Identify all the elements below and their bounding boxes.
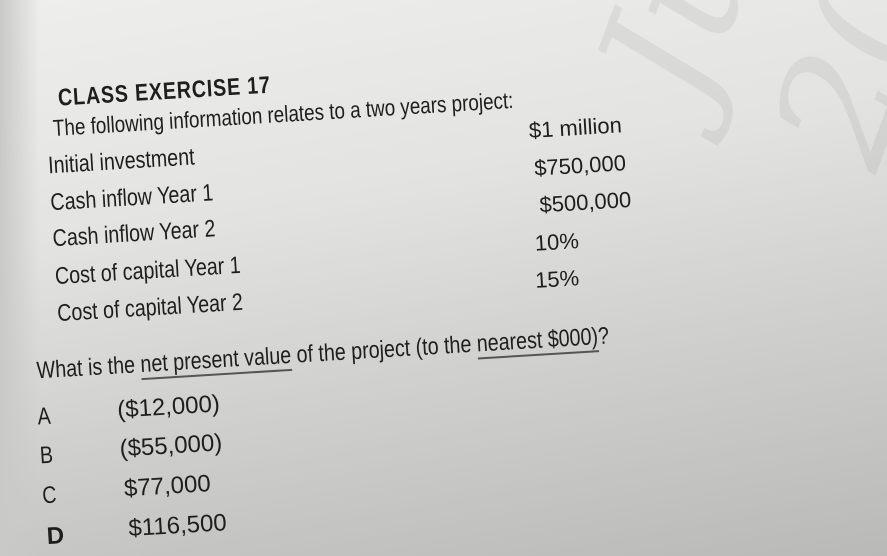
question-part: ?: [597, 322, 610, 351]
option-letter: C: [41, 481, 58, 510]
item-value: 15%: [534, 265, 580, 293]
question-underlined: net present value: [139, 341, 293, 381]
page-edge-shadow: [0, 0, 40, 556]
item-value: $750,000: [533, 150, 627, 181]
item-label: Cost of capital Year 1: [54, 251, 242, 291]
option-text: ($12,000): [116, 390, 221, 424]
option-letter: A: [36, 402, 52, 431]
option-letter: B: [39, 441, 54, 470]
option-letter: D: [46, 522, 65, 551]
option-text: $77,000: [123, 470, 212, 503]
item-label: Cash inflow Year 1: [49, 179, 215, 217]
question-text: What is the net present value of the pro…: [36, 322, 610, 385]
option-text: $116,500: [127, 509, 228, 543]
question-underlined: nearest $000): [475, 323, 599, 360]
item-value: $500,000: [538, 186, 632, 218]
question-part: What is the: [35, 351, 142, 385]
option-text: ($55,000): [118, 429, 224, 463]
item-label: Cash inflow Year 2: [51, 215, 217, 253]
item-label: Initial investment: [47, 143, 196, 180]
item-value: $1 million: [528, 112, 623, 143]
question-part: of the project (to the: [290, 330, 478, 369]
item-value: 10%: [534, 228, 580, 256]
item-label: Cost of capital Year 2: [56, 288, 244, 328]
